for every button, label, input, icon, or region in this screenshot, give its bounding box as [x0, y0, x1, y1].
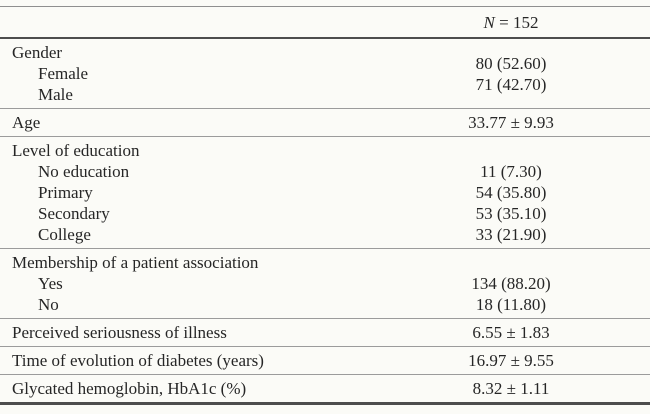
section-gender: Gender Female Male 80 (52.60) 71 (42.70) [0, 39, 650, 108]
row-evolution: Time of evolution of diabetes (years) 16… [12, 350, 644, 371]
row-label-female: Female [38, 64, 89, 83]
value-no-education: 11 (7.30) [480, 162, 542, 181]
n-value: = 152 [494, 13, 539, 32]
row-secondary: Secondary 53 (35.10) [12, 203, 644, 224]
demographics-table: N = 152 Gender Female Male 80 (52.60) 71… [0, 6, 650, 405]
sample-size-header: N = 152 [378, 12, 644, 33]
row-no-education: No education 11 (7.30) [12, 161, 644, 182]
row-membership-header: Membership of a patient association [12, 252, 644, 273]
row-label-education: Level of education [12, 141, 140, 160]
section-age: Age 33.77 ± 9.93 [0, 108, 650, 136]
section-membership: Membership of a patient association Yes … [0, 248, 650, 318]
value-secondary: 53 (35.10) [475, 204, 547, 223]
value-college: 33 (21.90) [475, 225, 547, 244]
row-seriousness: Perceived seriousness of illness 6.55 ± … [12, 322, 644, 343]
row-label-membership: Membership of a patient association [12, 253, 259, 272]
section-hba1c: Glycated hemoglobin, HbA1c (%) 8.32 ± 1.… [0, 374, 650, 402]
row-age: Age 33.77 ± 9.93 [12, 112, 644, 133]
row-label-membership-yes: Yes [38, 274, 63, 293]
row-hba1c: Glycated hemoglobin, HbA1c (%) 8.32 ± 1.… [12, 378, 644, 399]
row-education-header: Level of education [12, 140, 644, 161]
n-symbol: N [483, 13, 495, 32]
row-label-college: College [38, 225, 91, 244]
value-male: 71 (42.70) [475, 74, 547, 94]
row-label-hba1c: Glycated hemoglobin, HbA1c (%) [12, 379, 247, 398]
value-education-blank [378, 140, 644, 161]
gender-values: 80 (52.60) 71 (42.70) [378, 42, 644, 105]
value-membership-blank [378, 252, 644, 273]
value-membership-no: 18 (11.80) [475, 295, 547, 314]
row-primary: Primary 54 (35.80) [12, 182, 644, 203]
row-label-seriousness: Perceived seriousness of illness [12, 323, 227, 342]
row-membership-yes: Yes 134 (88.20) [12, 273, 644, 294]
row-membership-no: No 18 (11.80) [12, 294, 644, 315]
value-primary: 54 (35.80) [475, 183, 547, 202]
value-hba1c: 8.32 ± 1.11 [472, 379, 550, 398]
row-college: College 33 (21.90) [12, 224, 644, 245]
value-membership-yes: 134 (88.20) [471, 274, 551, 293]
value-female: 80 (52.60) [475, 53, 547, 73]
row-label-primary: Primary [38, 183, 93, 202]
row-label-male: Male [38, 85, 73, 104]
value-age: 33.77 ± 9.93 [468, 113, 554, 132]
value-evolution: 16.97 ± 9.55 [468, 351, 554, 370]
section-seriousness: Perceived seriousness of illness 6.55 ± … [0, 318, 650, 346]
row-label-age: Age [12, 113, 41, 132]
gender-labels: Gender Female Male [12, 42, 378, 105]
section-evolution: Time of evolution of diabetes (years) 16… [0, 346, 650, 374]
section-education: Level of education No education 11 (7.30… [0, 136, 650, 248]
row-label-evolution: Time of evolution of diabetes (years) [12, 351, 264, 370]
table-header-row: N = 152 [0, 7, 650, 39]
value-seriousness: 6.55 ± 1.83 [472, 323, 550, 342]
row-label-membership-no: No [38, 295, 59, 314]
row-label-gender: Gender [12, 43, 63, 62]
row-label-no-education: No education [38, 162, 130, 181]
row-label-secondary: Secondary [38, 204, 110, 223]
